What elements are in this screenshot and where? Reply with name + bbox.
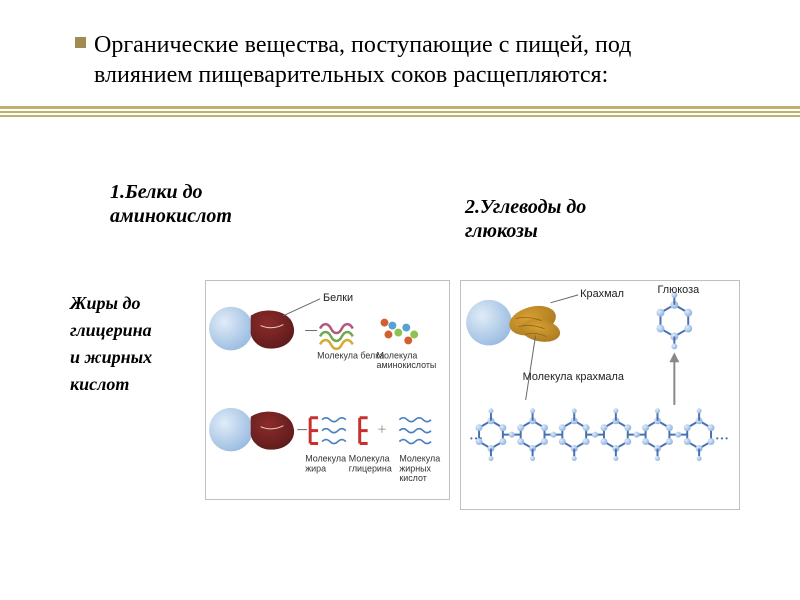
heading-fats: Жиры до глицерина и жирных кислот xyxy=(70,290,200,398)
sphere-icon xyxy=(466,300,512,346)
rule-line xyxy=(0,111,800,113)
label-glucose: Глюкоза xyxy=(657,284,700,296)
figure-carbs: Крахмал Глюкоза Молекула крахмала … xyxy=(460,280,740,510)
heading-line: кислот xyxy=(70,374,129,394)
heading-line: 2.Углеводы до xyxy=(465,196,586,218)
label-starch: Крахмал xyxy=(580,288,624,300)
protein-molecule-icon xyxy=(320,324,353,349)
protein-fat-diagram: Белки Молекула белка Молекула аминокисло… xyxy=(206,281,449,499)
pointer-line xyxy=(283,299,320,316)
title-rules xyxy=(0,106,800,119)
heading-line: аминокислот xyxy=(110,205,232,227)
carb-diagram: Крахмал Глюкоза Молекула крахмала … xyxy=(461,281,739,509)
label-proteins: Белки xyxy=(323,292,353,304)
pointer-line xyxy=(550,295,578,303)
figure-proteins-fats: Белки Молекула белка Молекула аминокисло… xyxy=(205,280,450,500)
meat-icon xyxy=(251,412,294,450)
sphere-icon xyxy=(209,408,253,452)
title-bullet xyxy=(75,37,86,48)
sphere-icon xyxy=(209,307,253,351)
heading-carbs: 2.Углеводы до глюкозы xyxy=(465,195,685,243)
plus-icon: + xyxy=(378,422,387,439)
pointer-line xyxy=(526,336,536,400)
page-title: Органические вещества, поступающие с пищ… xyxy=(94,30,735,90)
meat-icon xyxy=(251,311,294,349)
grain-icon xyxy=(506,301,562,345)
heading-line: 1.Белки до xyxy=(110,181,203,203)
rule-line xyxy=(0,115,800,117)
label-glycerin-mol: Молекула глицерина xyxy=(349,453,392,473)
label-aminoacid-mol: Молекула аминокислоты xyxy=(377,350,437,370)
arrow-icon xyxy=(669,352,679,405)
heading-line: глицерина xyxy=(70,320,152,340)
aminoacid-icon xyxy=(381,319,419,345)
glucose-molecule xyxy=(657,292,693,349)
heading-line: глюкозы xyxy=(465,220,538,242)
fat-molecule-icon xyxy=(310,418,346,444)
heading-line: и жирных xyxy=(70,347,152,367)
glycerin-icon xyxy=(360,418,368,444)
title-block: Органические вещества, поступающие с пищ… xyxy=(75,30,735,90)
label-starch-mol: Молекула крахмала xyxy=(523,371,625,383)
starch-chain: … xyxy=(469,408,729,461)
heading-proteins: 1.Белки до аминокислот xyxy=(110,180,330,228)
label-fat-mol: Молекула жира xyxy=(305,453,348,473)
svg-text:…: … xyxy=(715,429,729,444)
fatty-acid-icon xyxy=(399,418,431,444)
heading-line: Жиры до xyxy=(70,293,140,313)
label-fatty-acid-mol: Молекула жирных кислот xyxy=(399,453,442,483)
label-protein-mol: Молекула белка xyxy=(317,350,384,360)
rule-line xyxy=(0,106,800,109)
